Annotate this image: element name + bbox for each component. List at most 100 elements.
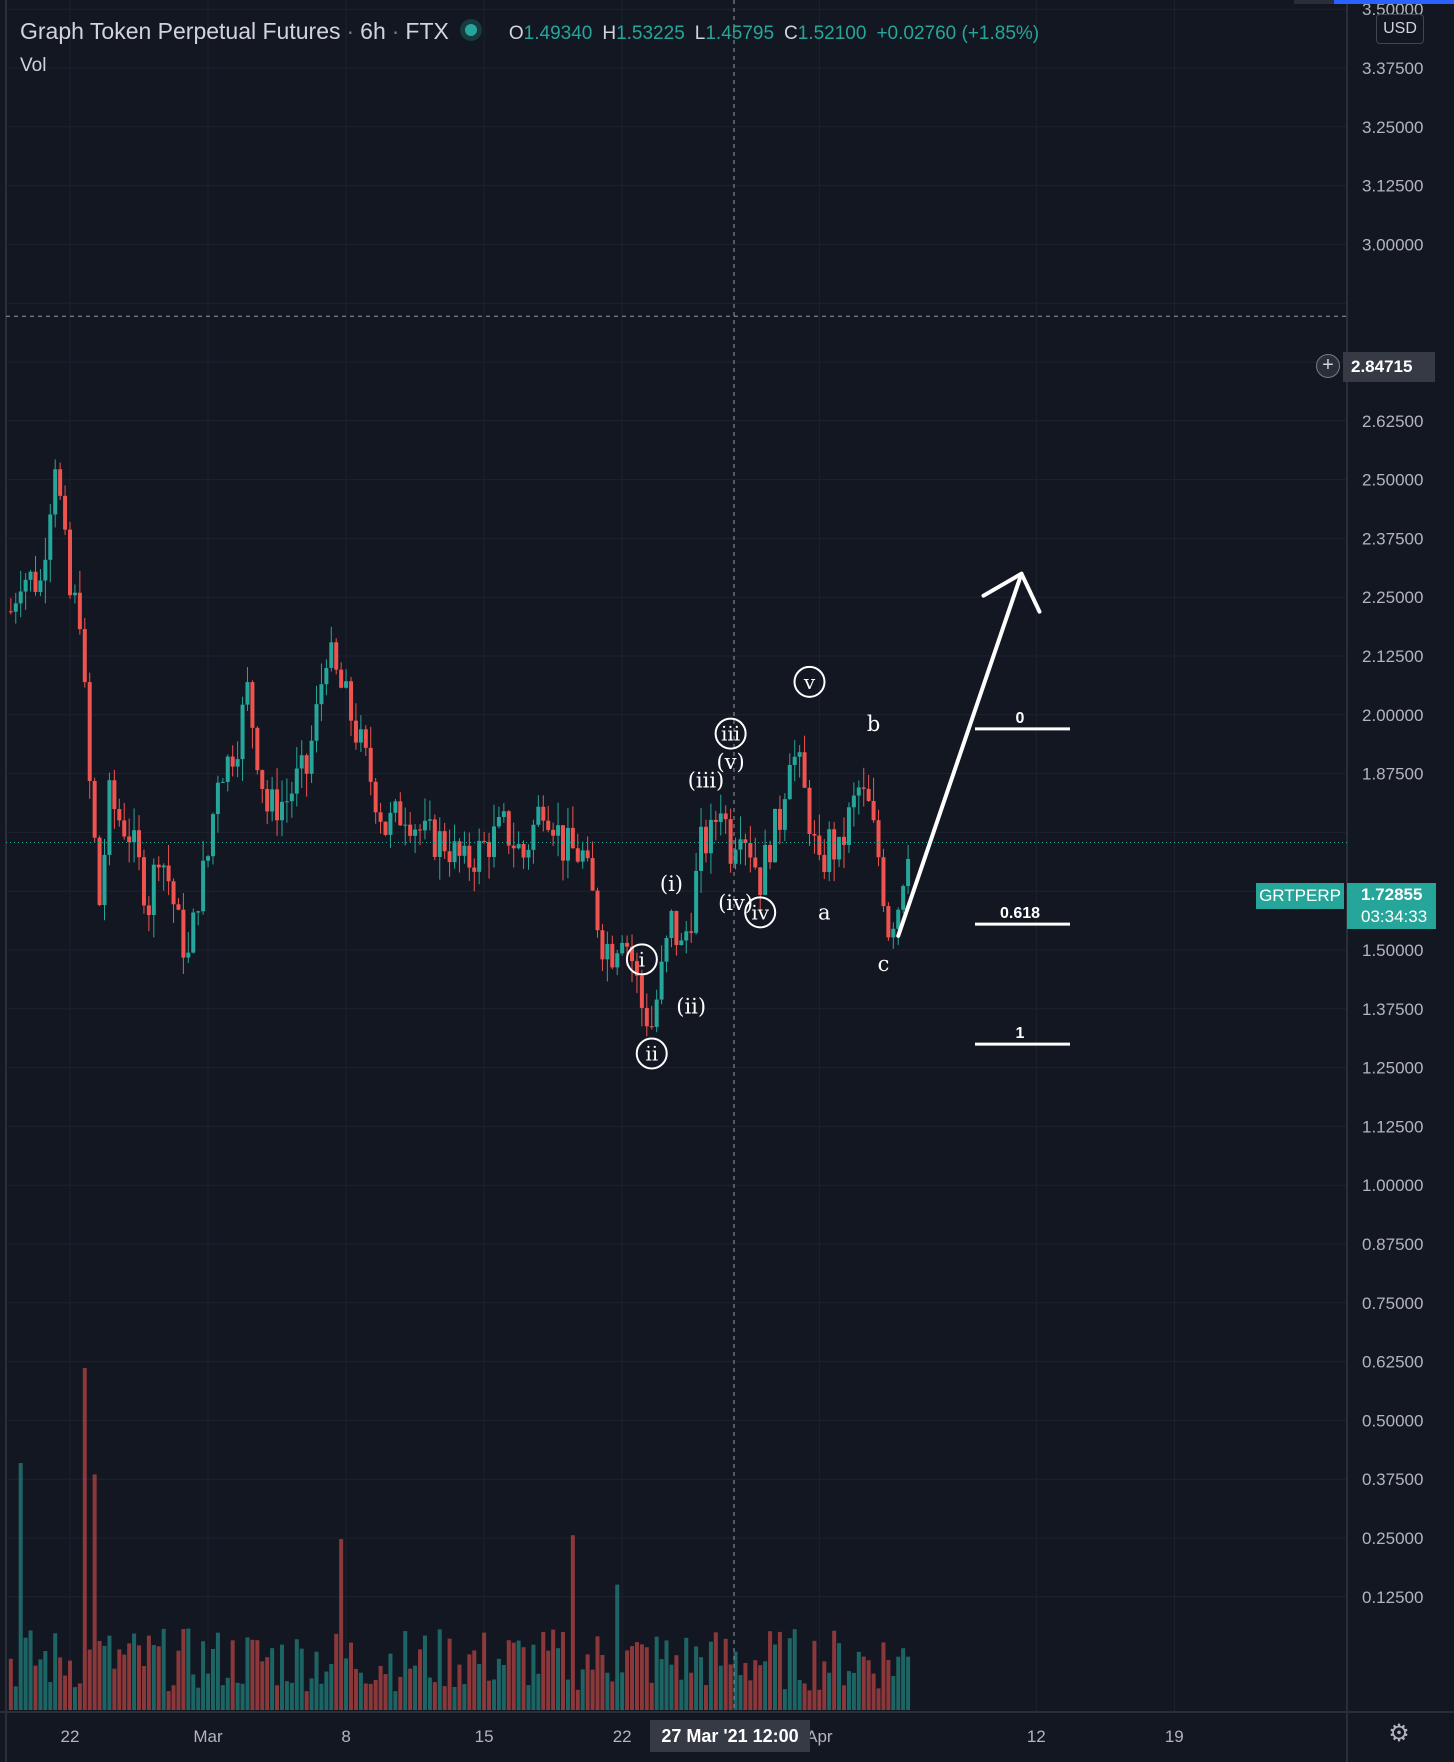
candle-body bbox=[344, 681, 349, 688]
y-tick-label: 0.75000 bbox=[1362, 1294, 1423, 1313]
candle-body bbox=[713, 819, 718, 822]
close-value: 1.52100 bbox=[797, 23, 867, 44]
bar-countdown: 03:34:33 bbox=[1361, 907, 1428, 926]
volume-bar bbox=[368, 1683, 373, 1710]
volume-bar bbox=[137, 1645, 142, 1710]
volume-bar bbox=[413, 1665, 418, 1710]
candle-body bbox=[580, 850, 585, 862]
volume-bar bbox=[240, 1683, 245, 1710]
candle-body bbox=[644, 1007, 649, 1027]
wave-label-circle bbox=[744, 896, 777, 929]
candle-body bbox=[304, 755, 309, 774]
volume-bar bbox=[151, 1645, 156, 1710]
candle-body bbox=[334, 642, 339, 670]
candle-body bbox=[777, 808, 782, 830]
candle-body bbox=[373, 781, 378, 813]
candle-body bbox=[102, 854, 107, 906]
volume-bar bbox=[812, 1640, 817, 1710]
fib-level-label: 0.618 bbox=[1000, 905, 1040, 922]
volume-bar bbox=[610, 1681, 615, 1710]
volume-bar bbox=[521, 1647, 526, 1710]
low-label: L bbox=[694, 23, 706, 44]
volume-bar bbox=[447, 1638, 452, 1710]
volume-bar bbox=[738, 1675, 743, 1710]
volume-bar bbox=[210, 1648, 215, 1710]
candle-body bbox=[511, 845, 516, 849]
chart-legend: Graph Token Perpetual Futures · 6h · FTX O1.4… bbox=[20, 18, 1049, 45]
volume-bar bbox=[861, 1656, 866, 1710]
volume-bar bbox=[275, 1685, 280, 1710]
candle-body bbox=[501, 811, 506, 817]
volume-bar bbox=[792, 1629, 797, 1710]
candle-body bbox=[171, 881, 176, 905]
projection-arrow bbox=[896, 571, 1024, 938]
low-value: 1.45795 bbox=[705, 23, 775, 44]
volume-bar bbox=[501, 1664, 506, 1710]
volume-bar bbox=[53, 1633, 58, 1710]
gear-icon[interactable]: ⚙ bbox=[1388, 1720, 1410, 1747]
currency-button[interactable]: USD bbox=[1376, 14, 1424, 44]
y-tick-label: 3.12500 bbox=[1362, 177, 1423, 196]
volume-bar bbox=[546, 1650, 551, 1710]
plus-circle-icon[interactable]: + bbox=[1316, 354, 1340, 378]
candle-body bbox=[585, 850, 590, 859]
volume-bar bbox=[842, 1685, 847, 1710]
candle-body bbox=[151, 864, 156, 916]
candle-body bbox=[620, 942, 625, 954]
candle-body bbox=[309, 740, 314, 774]
interval-label[interactable]: 6h bbox=[360, 18, 386, 44]
candle-body bbox=[279, 801, 284, 821]
candle-body bbox=[196, 911, 201, 913]
volume-bar bbox=[580, 1669, 585, 1710]
volume-bar bbox=[699, 1657, 704, 1710]
volume-bar bbox=[77, 1683, 82, 1710]
volume-bar bbox=[763, 1661, 768, 1710]
volume-bar bbox=[827, 1672, 832, 1710]
volume-bar bbox=[33, 1665, 38, 1710]
candle-body bbox=[856, 787, 861, 796]
volume-bar bbox=[664, 1640, 669, 1710]
volume-bar bbox=[787, 1638, 792, 1710]
volume-bar bbox=[284, 1681, 289, 1710]
candle-body bbox=[8, 611, 13, 613]
volume-bar bbox=[551, 1629, 556, 1710]
candle-body bbox=[378, 812, 383, 822]
candle-body bbox=[265, 788, 270, 812]
volume-bar bbox=[575, 1689, 580, 1710]
volume-legend[interactable]: Vol bbox=[20, 55, 47, 76]
candle-body bbox=[526, 849, 531, 858]
wave-label: v bbox=[803, 670, 816, 694]
volume-bar bbox=[630, 1646, 635, 1710]
wave-label: (ii) bbox=[676, 994, 706, 1018]
volume-bar bbox=[807, 1690, 812, 1710]
candle-body bbox=[117, 809, 122, 821]
volume-bar bbox=[141, 1666, 146, 1710]
volume-bar bbox=[876, 1688, 881, 1710]
candle-body bbox=[772, 808, 777, 863]
volume-bar bbox=[432, 1682, 437, 1710]
candle-body bbox=[703, 826, 708, 854]
candle-body bbox=[768, 845, 773, 863]
volume-bar bbox=[324, 1671, 329, 1710]
volume-bar bbox=[191, 1674, 196, 1710]
candle-body bbox=[482, 840, 487, 842]
volume-bar bbox=[171, 1685, 176, 1710]
candle-body bbox=[733, 849, 738, 864]
exchange-label: FTX bbox=[405, 18, 449, 44]
volume-bar bbox=[215, 1632, 220, 1710]
candle-body bbox=[792, 756, 797, 765]
y-tick-label: 3.25000 bbox=[1362, 118, 1423, 137]
volume-bar bbox=[452, 1686, 457, 1710]
volume-bar bbox=[260, 1661, 265, 1710]
symbol-title[interactable]: Graph Token Perpetual Futures bbox=[20, 18, 341, 44]
volume-bar bbox=[353, 1668, 358, 1710]
candle-body bbox=[812, 833, 817, 836]
candle-body bbox=[605, 943, 610, 960]
wave-label: (v) bbox=[716, 750, 744, 774]
volume-bar bbox=[600, 1655, 605, 1710]
volume-bar bbox=[418, 1649, 423, 1710]
candle-body bbox=[82, 629, 87, 683]
volume-bar bbox=[768, 1631, 773, 1710]
candle-body bbox=[699, 826, 704, 871]
